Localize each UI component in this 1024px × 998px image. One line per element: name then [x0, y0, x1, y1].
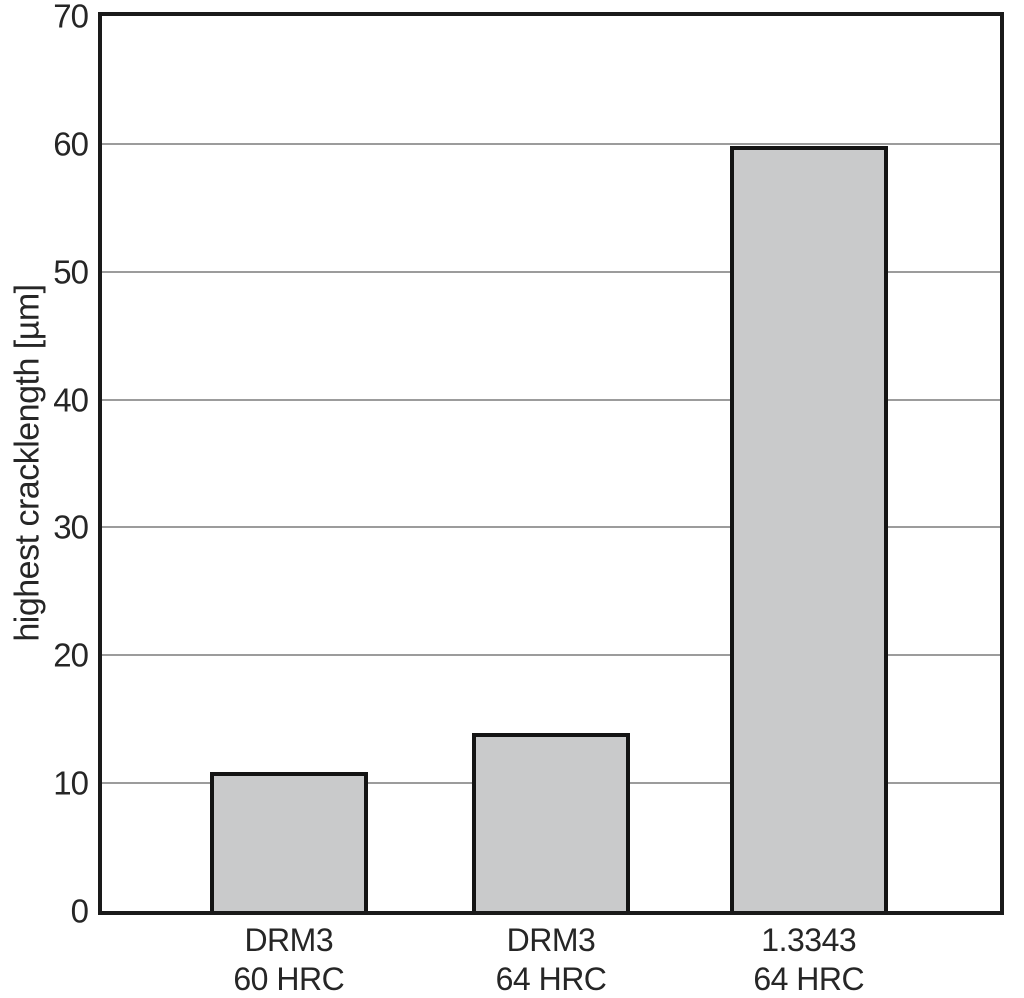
y-tick-label-20: 20	[53, 636, 89, 674]
gridline-30	[102, 526, 1000, 529]
x-tick-label-1: DRM3 60 HRC	[233, 922, 345, 998]
bar-drm3-60-hrc	[209, 771, 368, 911]
y-tick-label-0: 0	[70, 892, 89, 930]
y-tick-label-70: 70	[53, 0, 89, 35]
y-tick-label-10: 10	[53, 764, 89, 802]
x-tick-label-2: DRM3 64 HRC	[495, 922, 607, 998]
bar-1.3343-64-hrc	[729, 146, 888, 911]
y-axis-tick-labels: 0 10 20 30 40 50 60 70	[0, 0, 89, 928]
gridline-50	[102, 270, 1000, 273]
x-axis-tick-labels: DRM3 60 HRC DRM3 64 HRC 1.3343 64 HRC	[102, 921, 1000, 998]
y-tick-label-30: 30	[53, 508, 89, 546]
y-tick-label-40: 40	[53, 381, 89, 419]
gridline-20	[102, 654, 1000, 657]
gridline-40	[102, 398, 1000, 401]
plot-area	[98, 12, 1004, 915]
y-tick-label-50: 50	[53, 253, 89, 291]
x-tick-label-3: 1.3343 64 HRC	[753, 922, 865, 998]
bar-drm3-64-hrc	[471, 733, 631, 911]
gridline-60	[102, 142, 1000, 145]
y-tick-label-60: 60	[53, 125, 89, 163]
